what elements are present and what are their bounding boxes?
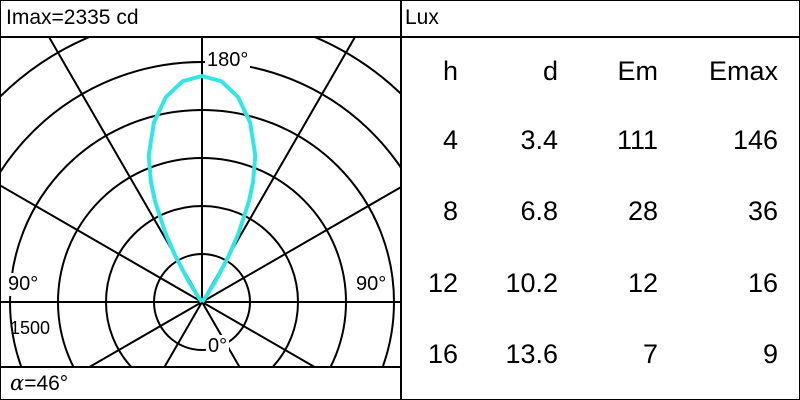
angle-label-0: 0°	[206, 335, 230, 358]
polar-ring	[0, 38, 400, 366]
polar-spoke	[201, 301, 315, 366]
table-cell: 12	[427, 268, 458, 298]
table-cell: 111	[616, 125, 658, 155]
polar-ring	[0, 38, 400, 99]
table-cell: 16	[427, 339, 458, 369]
light-distribution-curve	[146, 74, 258, 304]
table-cell: 146	[732, 125, 778, 155]
illuminance-table: h d Em Emax 4 3.4 111 146 8 6.8 28 36 12…	[402, 38, 798, 398]
table-header-em: Em	[617, 56, 659, 86]
beam-angle-value: =46°	[24, 372, 69, 395]
polar-spoke	[201, 186, 400, 303]
table-header-emax: Emax	[708, 56, 778, 86]
header-divider-right	[400, 36, 800, 38]
table-cell: 36	[747, 196, 778, 226]
table-cell: 8	[442, 196, 458, 226]
table-cell: 28	[627, 196, 658, 226]
polar-diagram: 180° 90° 90° 0° 1500	[0, 38, 400, 366]
table-cell: 9	[762, 339, 778, 369]
angle-label-180: 180°	[205, 49, 251, 72]
polar-spoke	[48, 38, 203, 303]
ring-scale-label: 1500	[10, 318, 51, 338]
polar-spoke	[201, 38, 356, 303]
table-cell: 6.8	[520, 196, 558, 226]
table-cell: 12	[627, 268, 658, 298]
table-cell: 3.4	[520, 125, 558, 155]
angle-label-90-right: 90°	[354, 273, 389, 296]
table-cell: 10.2	[505, 268, 558, 298]
table-header-h: h	[442, 56, 458, 86]
imax-label: Imax=2335 cd	[6, 6, 139, 29]
table-cell: 7	[642, 339, 658, 369]
footer-divider	[0, 366, 400, 368]
table-header-d: d	[542, 56, 558, 86]
alpha-symbol: α	[10, 371, 25, 395]
panel-divider	[400, 0, 402, 400]
angle-label-90-left: 90°	[6, 273, 41, 296]
polar-spoke	[89, 301, 203, 366]
beam-angle-label: α=46°	[10, 371, 68, 396]
lux-label: Lux	[405, 6, 439, 29]
table-cell: 13.6	[505, 339, 558, 369]
polar-spoke	[0, 184, 203, 303]
polar-chart-svg	[0, 38, 400, 366]
table-cell: 16	[747, 268, 778, 298]
header-divider-left	[0, 36, 400, 38]
table-cell: 4	[442, 125, 458, 155]
polar-spoke	[201, 301, 241, 366]
